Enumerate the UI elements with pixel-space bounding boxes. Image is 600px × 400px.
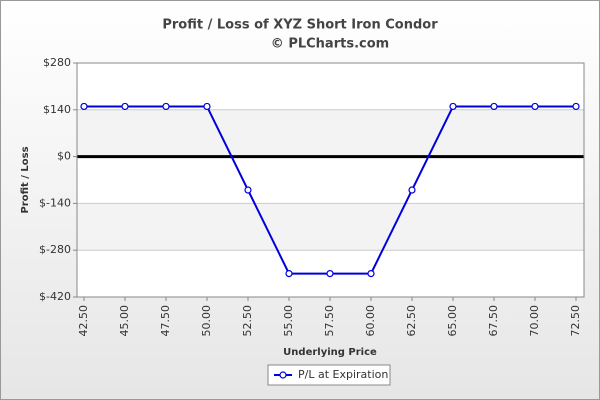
chart-subtitle: © PLCharts.com	[271, 37, 389, 52]
x-tick-label: 57.50	[323, 305, 336, 337]
grid-band	[77, 203, 584, 251]
x-axis-title: Underlying Price	[283, 347, 377, 358]
plot-background	[76, 62, 585, 298]
plot-area	[73, 62, 585, 301]
x-tick-label: 60.00	[364, 305, 377, 337]
x-tick-label: 50.00	[200, 305, 213, 337]
data-point	[285, 270, 293, 278]
data-point	[203, 102, 211, 111]
legend	[267, 364, 391, 386]
y-axis-title: Profit / Loss	[20, 146, 31, 213]
data-point	[449, 102, 457, 111]
data-point	[367, 270, 375, 278]
y-tick-label: $-420	[39, 290, 71, 303]
data-point	[408, 186, 416, 194]
x-tick-label: 62.50	[405, 305, 418, 337]
x-tick-label: 52.50	[241, 305, 254, 337]
data-point	[80, 102, 88, 111]
x-tick-label: 67.50	[487, 305, 500, 337]
x-tick-label: 42.50	[77, 305, 90, 337]
x-tick-label: 65.00	[446, 305, 459, 337]
y-tick-label: $140	[43, 103, 71, 116]
x-tick-label: 47.50	[159, 305, 172, 337]
y-tick-label: $-280	[39, 243, 71, 256]
data-point	[490, 102, 498, 111]
data-point	[531, 102, 539, 111]
y-tick-label: $-140	[39, 196, 71, 209]
plot-border	[76, 62, 585, 298]
x-tick-label: 70.00	[528, 305, 541, 337]
x-tick-label: 45.00	[118, 305, 131, 337]
data-point	[244, 186, 252, 194]
legend-marker	[279, 371, 287, 379]
data-point	[121, 102, 129, 111]
data-point	[326, 270, 334, 278]
y-tick-label: $280	[43, 56, 71, 69]
chart-title: Profit / Loss of XYZ Short Iron Condor	[162, 18, 438, 33]
data-point	[162, 102, 170, 111]
x-tick-label: 72.50	[569, 305, 582, 337]
grid-band	[77, 109, 584, 157]
x-tick-label: 55.00	[282, 305, 295, 337]
y-tick-label: $0	[57, 150, 71, 163]
data-point	[572, 102, 580, 111]
legend-label: P/L at Expiration	[298, 368, 388, 381]
